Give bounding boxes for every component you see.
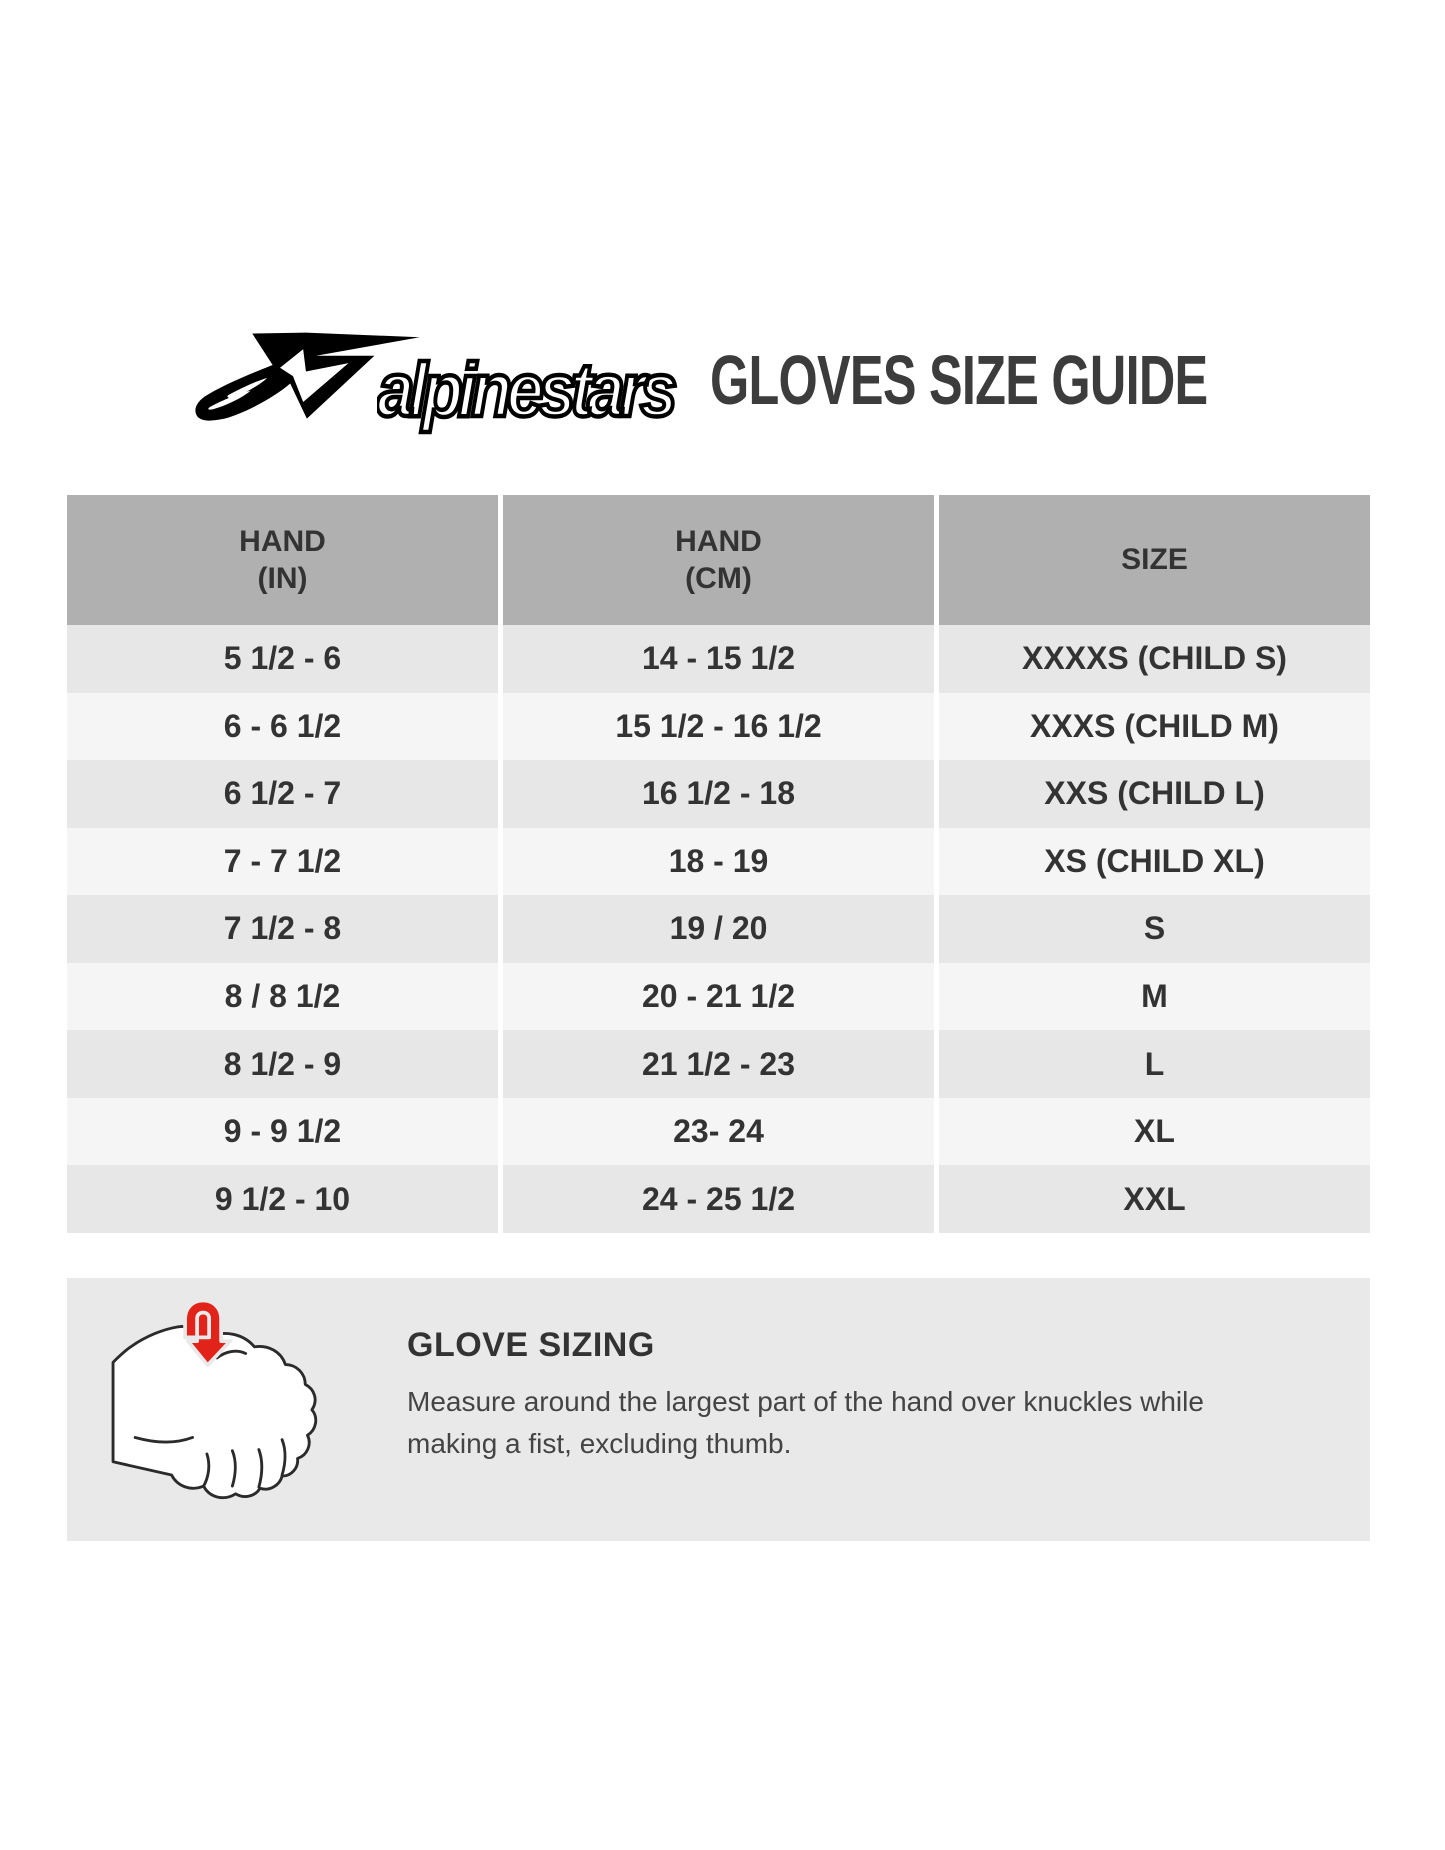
svg-text:alpinestars: alpinestars	[377, 348, 676, 433]
